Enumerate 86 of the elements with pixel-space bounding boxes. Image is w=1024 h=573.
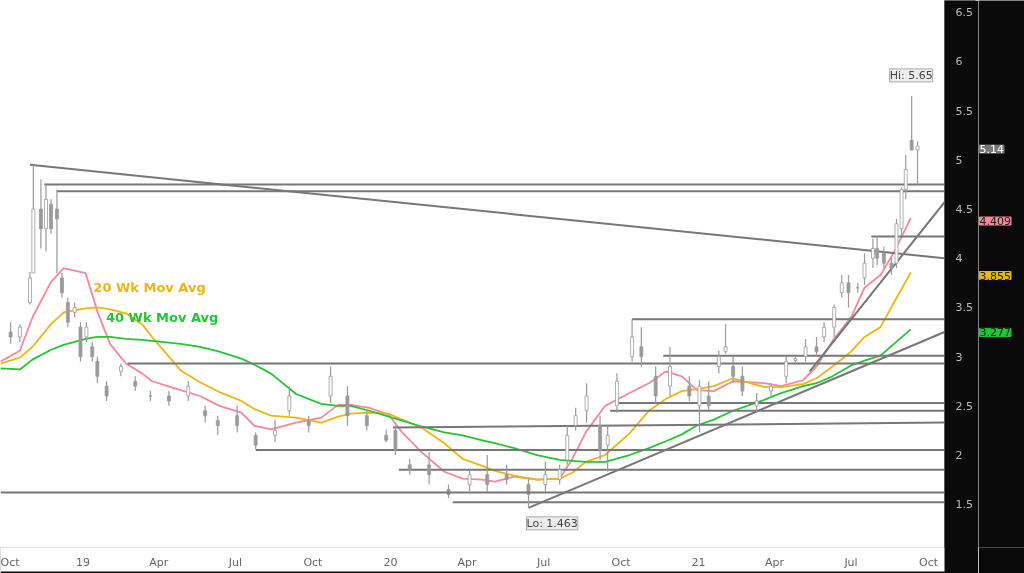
x-tick-label: Jul bbox=[227, 555, 243, 569]
text: 3.277 bbox=[979, 326, 1011, 340]
candlestick bbox=[839, 274, 844, 299]
series-label: 20 Wk Mov Avg bbox=[93, 280, 206, 296]
x-tick-label: 20 bbox=[383, 555, 398, 569]
y-tick-label: 6.5 bbox=[955, 6, 973, 20]
candlestick bbox=[467, 469, 472, 493]
candlestick bbox=[104, 380, 109, 402]
text: 4.409 bbox=[979, 215, 1011, 229]
candlestick bbox=[584, 382, 589, 424]
candlestick bbox=[803, 338, 808, 363]
candlestick bbox=[605, 424, 610, 473]
candlestick bbox=[871, 237, 875, 269]
x-tick-label: 19 bbox=[76, 555, 91, 569]
candlestick bbox=[485, 454, 490, 493]
x-tick-label: Apr bbox=[149, 555, 169, 569]
y-tick-label: 1.5 bbox=[955, 498, 973, 512]
candlestick bbox=[630, 318, 634, 363]
series-label: 40 Wk Mov Avg bbox=[105, 309, 219, 325]
candlestick bbox=[723, 323, 728, 355]
x-tick-label: Oct bbox=[611, 555, 632, 569]
x-tick-label: Jul bbox=[536, 555, 551, 569]
y-tick-label: 4.5 bbox=[955, 203, 973, 217]
text: 3.855 bbox=[979, 269, 1011, 283]
line-series bbox=[0, 217, 912, 483]
candlestick bbox=[740, 365, 745, 397]
candlestick bbox=[90, 341, 95, 363]
candlestick bbox=[687, 375, 692, 402]
y-tick-label: 3 bbox=[955, 350, 963, 364]
candlestick bbox=[345, 385, 350, 427]
candlestick bbox=[769, 382, 773, 397]
candlestick bbox=[822, 321, 826, 343]
candlestick bbox=[754, 392, 759, 414]
x-tick-label: 21 bbox=[691, 555, 706, 569]
candlestick bbox=[814, 336, 819, 358]
candlestick bbox=[881, 245, 886, 269]
y-tick-label: 3.5 bbox=[955, 301, 973, 315]
candlestick bbox=[55, 188, 59, 274]
x-tick-label: Oct bbox=[0, 555, 21, 569]
x-tick-label: Oct bbox=[918, 555, 939, 569]
candlestick bbox=[784, 356, 789, 384]
text: 5.14 bbox=[979, 143, 1004, 157]
y-tick-label: 2.5 bbox=[955, 399, 973, 413]
candlestick bbox=[273, 419, 277, 443]
annotation: Lo: 1.463 bbox=[526, 516, 578, 530]
candlestick bbox=[235, 405, 240, 433]
y-tick-label: 2 bbox=[955, 449, 963, 463]
candlestick bbox=[186, 380, 191, 402]
candlestick bbox=[862, 252, 867, 286]
candlestick bbox=[8, 321, 13, 345]
y-tick-label: 5.5 bbox=[955, 104, 973, 118]
x-tick-label: Jul bbox=[843, 555, 858, 569]
candlestick bbox=[846, 274, 851, 309]
candlestick bbox=[328, 365, 333, 404]
candlestick bbox=[203, 405, 208, 424]
candlestick bbox=[557, 464, 562, 486]
candlestick bbox=[668, 346, 672, 397]
candlestick bbox=[427, 451, 432, 486]
candlestick bbox=[95, 356, 100, 384]
candlestick bbox=[639, 326, 644, 368]
candlestick bbox=[716, 350, 721, 374]
candlestick bbox=[543, 461, 548, 493]
line-series bbox=[0, 328, 912, 463]
candlestick bbox=[653, 365, 658, 404]
candlestick bbox=[60, 272, 64, 299]
y-tick-label: 5 bbox=[955, 153, 963, 167]
candlestick bbox=[697, 379, 702, 433]
candlestick bbox=[832, 303, 837, 338]
candlestick bbox=[287, 385, 292, 417]
candlestick bbox=[706, 380, 711, 411]
line-series bbox=[0, 271, 912, 481]
y-tick-label: 6 bbox=[955, 55, 963, 69]
candlestick bbox=[65, 297, 70, 328]
candlestick bbox=[731, 356, 736, 384]
annotation: Hi: 5.65 bbox=[889, 68, 933, 82]
y-tick-label: 4 bbox=[955, 252, 963, 266]
candlestick bbox=[573, 407, 578, 432]
x-tick-label: Apr bbox=[457, 555, 478, 569]
candlestick bbox=[526, 478, 531, 509]
candlestick bbox=[393, 424, 398, 456]
candlestick bbox=[875, 236, 880, 266]
candlestick bbox=[215, 415, 220, 436]
x-tick-label: Apr bbox=[764, 555, 785, 569]
candlestick bbox=[504, 464, 509, 486]
x-tick-label: Oct bbox=[303, 555, 324, 569]
candlestick bbox=[364, 410, 369, 432]
